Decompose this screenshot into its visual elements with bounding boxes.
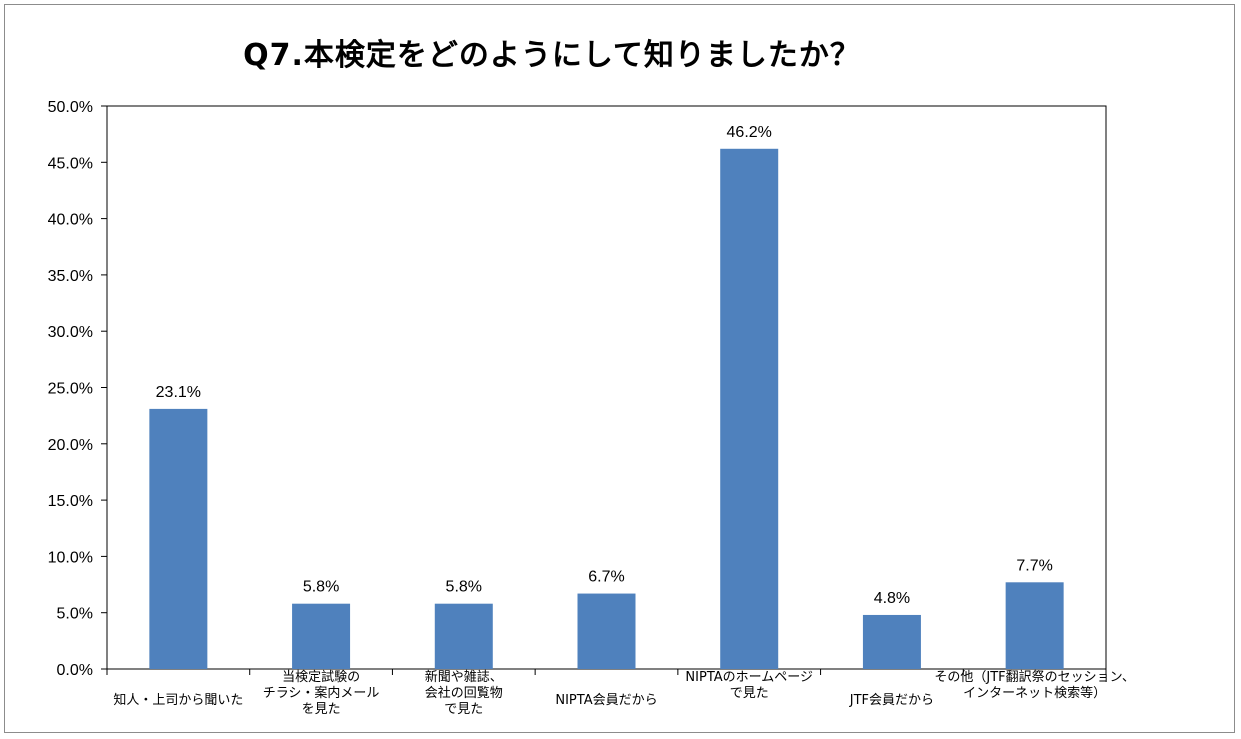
bar xyxy=(434,603,493,669)
y-tick-label: 50.0% xyxy=(48,99,93,116)
category-label: インターネット検索等） xyxy=(963,685,1106,701)
category-label: 知人・上司から聞いた xyxy=(113,692,243,708)
y-tick-label: 0.0% xyxy=(57,662,93,679)
data-label: 6.7% xyxy=(588,569,624,586)
y-axis: 0.0% 5.0% 10.0% 15.0% 20.0% 25.0% 30.0% 35.0% 40… xyxy=(48,99,107,679)
bar xyxy=(577,593,636,669)
category-label: その他（JTF翻訳祭のセッション、 xyxy=(934,670,1134,685)
y-tick-label: 45.0% xyxy=(48,155,93,172)
category-label: NIPTAのホームページ xyxy=(685,670,813,685)
category-label: 会社の回覧物 xyxy=(425,685,503,701)
category-label: で見た xyxy=(730,686,769,701)
bar xyxy=(292,603,351,669)
y-tick-label: 40.0% xyxy=(48,212,93,229)
data-label: 46.2% xyxy=(727,124,772,141)
y-tick-label: 10.0% xyxy=(48,549,93,566)
data-label: 5.8% xyxy=(303,579,339,596)
category-label: で見た xyxy=(444,702,483,717)
bar xyxy=(862,614,921,669)
category-label: 新聞や雑誌、 xyxy=(425,669,503,685)
data-label: 5.8% xyxy=(446,579,482,596)
bars xyxy=(149,148,1064,670)
data-labels: 23.1% 5.8% 5.8% 6.7% 46.2% 4.8% 7.7% xyxy=(156,124,1053,607)
bar xyxy=(149,408,208,669)
y-tick-label: 30.0% xyxy=(48,324,93,341)
bar xyxy=(720,148,779,670)
category-label: 当検定試験の xyxy=(282,669,360,685)
y-tick-label: 15.0% xyxy=(48,493,93,510)
category-label: を見た xyxy=(302,702,341,717)
chart-title: Q7.本検定をどのようにして知りましたか？ xyxy=(243,38,861,73)
category-label: JTF会員だから xyxy=(849,693,934,708)
category-label: チラシ・案内メール xyxy=(263,685,380,701)
data-label: 7.7% xyxy=(1016,557,1052,574)
y-tick-label: 25.0% xyxy=(48,381,93,398)
data-label: 4.8% xyxy=(874,590,910,607)
data-label: 23.1% xyxy=(156,384,201,401)
y-tick-label: 35.0% xyxy=(48,268,93,285)
y-tick-label: 20.0% xyxy=(48,437,93,454)
y-tick-label: 5.0% xyxy=(57,606,93,623)
category-label: NIPTA会員だから xyxy=(555,693,657,708)
bar xyxy=(1005,582,1064,669)
